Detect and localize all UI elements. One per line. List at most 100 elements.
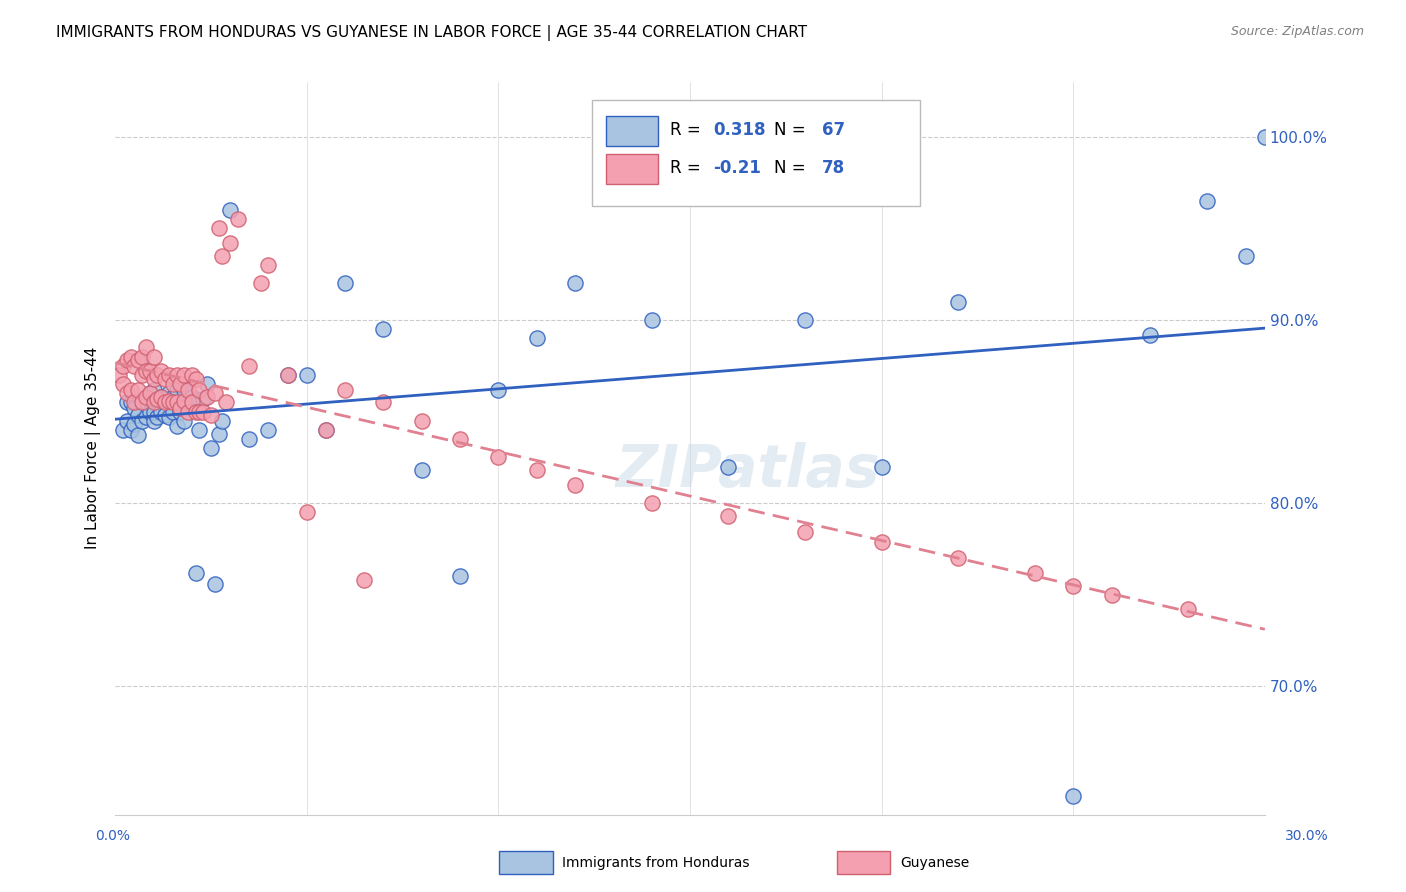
Point <box>1234 249 1257 263</box>
Text: 0.318: 0.318 <box>713 120 765 138</box>
Point <box>142 404 165 418</box>
Point <box>162 377 184 392</box>
Point <box>1139 327 1161 342</box>
Text: Immigrants from Honduras: Immigrants from Honduras <box>562 855 749 870</box>
Point <box>204 576 226 591</box>
Point <box>131 368 153 382</box>
Point <box>127 383 149 397</box>
Point <box>135 410 157 425</box>
Point <box>333 383 356 397</box>
Point <box>184 404 207 418</box>
Point <box>177 395 200 409</box>
Text: N =: N = <box>773 120 811 138</box>
Text: Guyanese: Guyanese <box>900 855 969 870</box>
Point <box>142 371 165 385</box>
Point <box>146 368 169 382</box>
Point <box>1062 789 1084 804</box>
Point <box>169 377 191 392</box>
Point <box>120 383 142 397</box>
Text: 67: 67 <box>823 120 845 138</box>
Point <box>157 386 180 401</box>
Point <box>948 551 970 566</box>
Point <box>150 404 173 418</box>
Point <box>641 313 664 327</box>
Point <box>127 353 149 368</box>
Point <box>486 383 509 397</box>
Point <box>564 277 586 291</box>
Point <box>157 368 180 382</box>
Point <box>115 386 138 401</box>
Point <box>138 386 160 401</box>
Point <box>153 409 176 423</box>
Point <box>486 450 509 465</box>
Text: N =: N = <box>773 159 811 177</box>
Point <box>641 496 664 510</box>
Point <box>146 393 169 408</box>
Point <box>211 414 233 428</box>
Point <box>173 414 195 428</box>
Point <box>1024 566 1046 580</box>
Point <box>180 368 202 382</box>
Point <box>277 368 299 382</box>
Text: R =: R = <box>671 120 706 138</box>
Point <box>794 525 817 540</box>
Point <box>173 393 195 408</box>
Point <box>526 463 548 477</box>
Point <box>373 395 395 409</box>
Point <box>353 573 375 587</box>
Point <box>1062 579 1084 593</box>
Point <box>208 426 231 441</box>
Point <box>1177 602 1199 616</box>
Point <box>1197 194 1219 208</box>
Bar <box>606 154 658 184</box>
Y-axis label: In Labor Force | Age 35-44: In Labor Force | Age 35-44 <box>86 347 101 549</box>
Point <box>135 341 157 355</box>
Point <box>373 322 395 336</box>
Point <box>142 414 165 428</box>
Point <box>208 221 231 235</box>
Point <box>135 395 157 409</box>
Point <box>124 401 146 415</box>
Point <box>238 359 260 373</box>
Point <box>238 432 260 446</box>
Point <box>124 417 146 432</box>
Point <box>127 409 149 423</box>
Point <box>138 386 160 401</box>
Point <box>131 395 153 409</box>
Point <box>184 371 207 385</box>
Text: -0.21: -0.21 <box>713 159 761 177</box>
Point <box>166 368 188 382</box>
Point <box>115 395 138 409</box>
Point <box>142 395 165 409</box>
Point <box>131 350 153 364</box>
Point <box>449 432 471 446</box>
Point <box>120 395 142 409</box>
Point <box>188 383 211 397</box>
Point <box>277 368 299 382</box>
Point <box>177 404 200 418</box>
Point <box>200 442 222 455</box>
Point <box>219 236 242 251</box>
Text: Source: ZipAtlas.com: Source: ZipAtlas.com <box>1230 25 1364 38</box>
Point <box>449 569 471 583</box>
Point <box>204 386 226 401</box>
Point <box>1101 588 1123 602</box>
Point <box>131 414 153 428</box>
Point <box>195 377 218 392</box>
Point <box>169 404 191 418</box>
Point <box>162 395 184 409</box>
Point <box>157 410 180 425</box>
Point <box>188 423 211 437</box>
Point <box>200 409 222 423</box>
Point <box>193 392 215 406</box>
Point <box>295 368 318 382</box>
Point <box>195 390 218 404</box>
Point <box>173 368 195 382</box>
Text: 0.0%: 0.0% <box>96 829 131 843</box>
Point <box>870 459 893 474</box>
Point <box>153 392 176 406</box>
Point <box>150 364 173 378</box>
Point <box>794 313 817 327</box>
Point <box>111 423 134 437</box>
Point <box>138 364 160 378</box>
